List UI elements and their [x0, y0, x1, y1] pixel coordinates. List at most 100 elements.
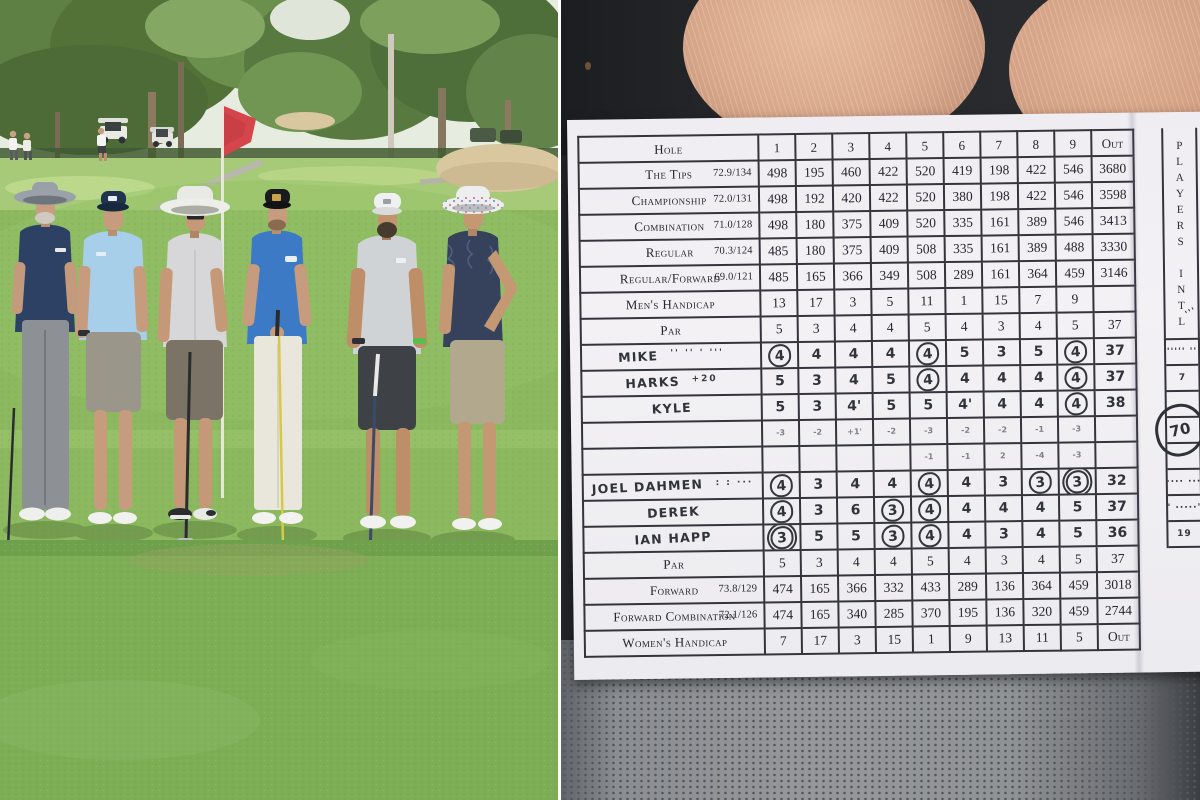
- score-cell: +1': [835, 419, 874, 446]
- score-cell: 364: [1022, 572, 1061, 600]
- score-cell: 4: [908, 340, 947, 367]
- score-cell: 161: [981, 209, 1019, 236]
- row-label: MIKE '' '' ' ''': [580, 342, 762, 371]
- score-cell: 4': [835, 393, 873, 420]
- score-cell: 136: [986, 599, 1024, 626]
- score-cell: 380: [943, 183, 982, 211]
- score-cell: 4: [1022, 546, 1060, 574]
- golf-group-photo: [0, 0, 558, 800]
- grass-light-patch: [310, 630, 550, 690]
- score-cell: 409: [870, 236, 908, 264]
- golf-cart: [500, 130, 522, 143]
- score-cell: 4: [837, 549, 875, 576]
- score-cell: 1: [758, 134, 796, 161]
- score-cell: 4: [948, 547, 986, 575]
- score-cell: 13: [760, 290, 798, 317]
- score-cell: 5: [1056, 312, 1094, 339]
- score-cell: 15: [982, 287, 1020, 314]
- score-cell: 422: [1017, 156, 1055, 184]
- row-label: The Tips 72.9/134: [578, 160, 759, 189]
- score-cell: 5: [908, 314, 946, 341]
- score-cell: 5: [1019, 338, 1058, 366]
- score-cell: -3: [1058, 442, 1096, 469]
- score-cell: 485: [759, 264, 798, 291]
- score-cell: [762, 445, 800, 473]
- score-cell: 2: [795, 133, 833, 161]
- row-label: Combination 71.0/128: [579, 212, 760, 241]
- score-cell: 4: [834, 315, 872, 342]
- score-cell: 4: [948, 521, 986, 549]
- score-cell: 520: [906, 184, 945, 211]
- grass-light-patch: [0, 680, 260, 760]
- score-cell: 508: [907, 236, 945, 263]
- score-cell: 165: [801, 601, 839, 628]
- score-cell: 4: [910, 470, 948, 497]
- score-cell: 4: [910, 496, 949, 523]
- score-cell: 3: [982, 313, 1020, 340]
- score-cell: 332: [874, 574, 913, 602]
- score-cell: 4: [947, 495, 986, 523]
- row-label: KYLE: [581, 394, 762, 423]
- score-cell: 4: [984, 495, 1023, 522]
- score-cell: 340: [838, 601, 876, 628]
- score-cell: 3: [984, 469, 1022, 496]
- score-cell: -2: [872, 418, 911, 446]
- score-cell: -3: [761, 419, 800, 447]
- score-cell: 1: [945, 287, 983, 315]
- golfer-5: [346, 193, 428, 558]
- score-cell: 4: [871, 314, 909, 342]
- score-cell: 195: [795, 159, 833, 187]
- row-label: Forward Combination 72.1/126: [584, 602, 765, 631]
- row-label: Championship 72.0/131: [578, 186, 760, 215]
- score-cell: 9: [1056, 286, 1094, 313]
- score-cell: 389: [1018, 234, 1056, 262]
- score-cell: 4: [945, 313, 983, 341]
- score-cell: 4: [1057, 390, 1095, 417]
- golf-cart: [150, 127, 174, 147]
- score-cell: 3: [800, 549, 838, 576]
- score-cell: 5: [761, 367, 799, 395]
- score-cell: 8: [1017, 130, 1055, 158]
- score-cell: 546: [1054, 156, 1092, 183]
- scorecard-photo: Hole 1 2 3 4 5 6 7 8 9 Out The Tips 72.9/134 498 195 46…: [561, 0, 1200, 800]
- score-cell: 420: [832, 185, 871, 212]
- row-label: Men's Handicap: [580, 290, 761, 319]
- score-cell: 459: [1060, 598, 1098, 625]
- score-cell: 5: [909, 392, 947, 419]
- side-strip-label: PLAYERS INTL: [1173, 139, 1188, 333]
- score-cell: 3: [985, 521, 1023, 548]
- score-cell: 422: [1017, 182, 1056, 210]
- score-cell: 5: [1059, 520, 1097, 547]
- score-cell: 3: [985, 547, 1023, 574]
- row-label: [581, 420, 763, 449]
- score-cell: 460: [832, 159, 870, 186]
- margin-cell-ian: 19: [1168, 521, 1200, 549]
- score-cell: 3: [982, 339, 1021, 366]
- score-cell: 4: [983, 365, 1021, 392]
- scorecard: Hole 1 2 3 4 5 6 7 8 9 Out The Tips 72.9/134 498 195 46…: [567, 111, 1200, 680]
- score-cell: 7: [980, 131, 1018, 158]
- score-cell: 3: [834, 289, 872, 316]
- golf-club: [184, 351, 192, 541]
- score-cell: 422: [869, 184, 908, 212]
- score-cell: 13: [986, 625, 1024, 652]
- score-cell: 4: [834, 341, 873, 368]
- score-cell: 320: [1023, 598, 1061, 626]
- score-cell: 409: [870, 210, 908, 238]
- score-cell: 375: [833, 211, 871, 238]
- score-cell: 5: [911, 548, 949, 575]
- score-cell: 546: [1054, 182, 1093, 209]
- score-cell: 17: [801, 627, 840, 654]
- score-cell: -1: [910, 444, 948, 471]
- score-cell: 4: [911, 522, 949, 549]
- light-pole: [388, 34, 394, 180]
- grass-texture: [0, 540, 558, 800]
- golfer-4: [242, 189, 312, 547]
- score-cell: 498: [758, 186, 797, 213]
- score-cell: -2: [946, 417, 985, 445]
- collage-divider: [558, 0, 561, 800]
- margin-cell-joel: ····· ····: [1167, 469, 1200, 497]
- margin-cell-mike: ''''' '': [1165, 339, 1199, 367]
- score-cell: 4: [1056, 338, 1095, 365]
- golf-cart: [470, 128, 496, 142]
